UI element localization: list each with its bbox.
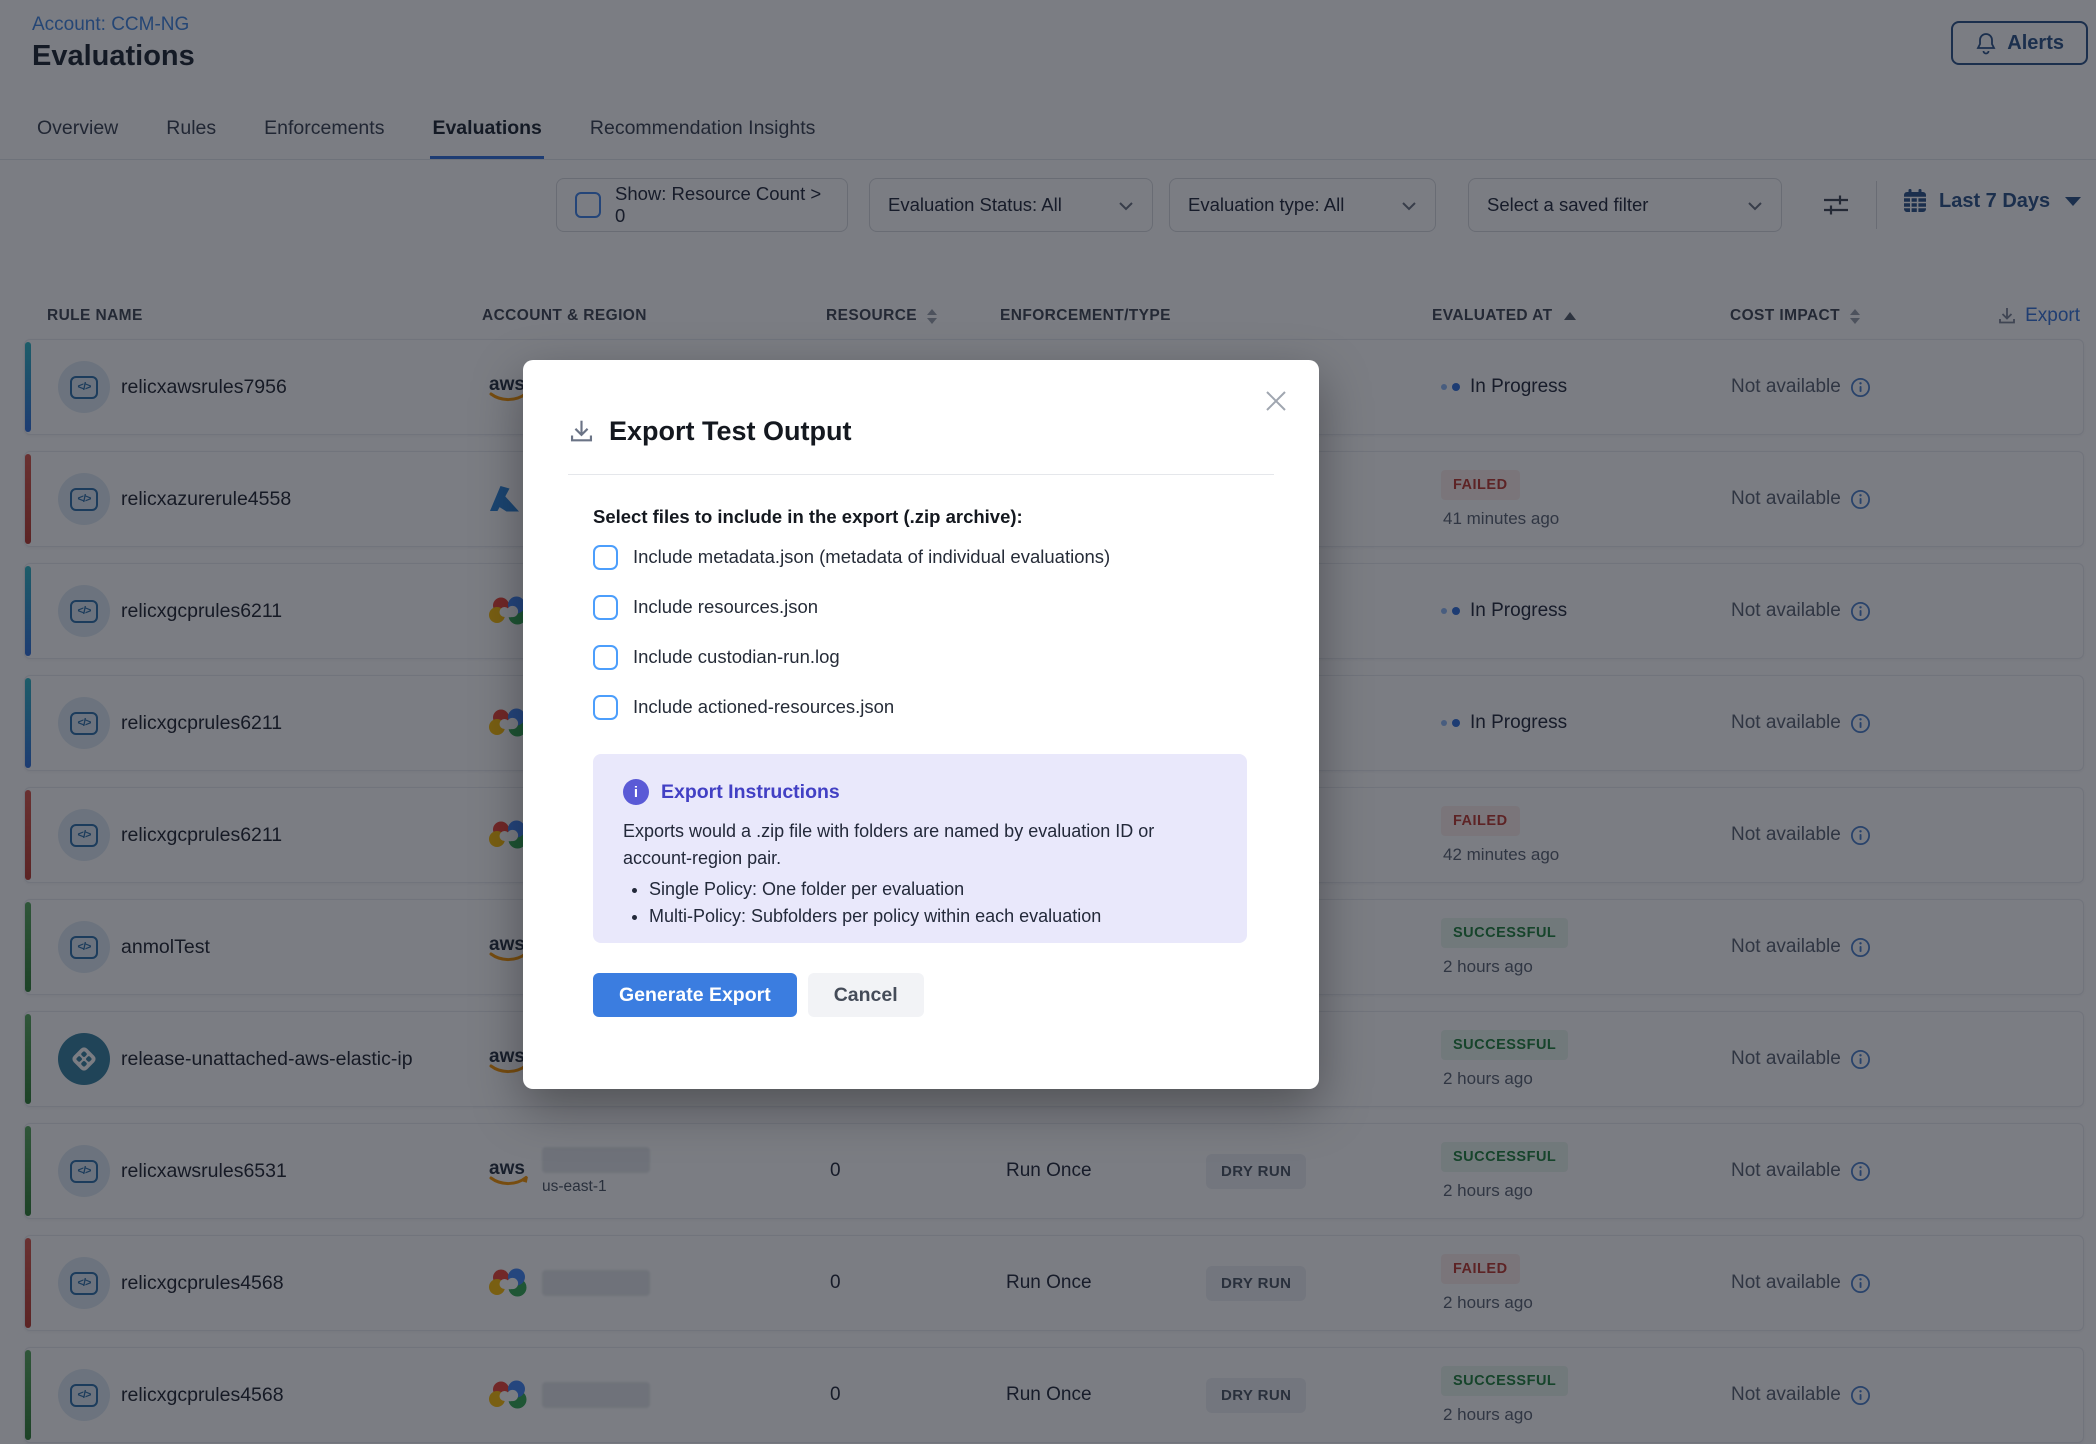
file-select-label: Select files to include in the export (.… (593, 506, 1023, 527)
modal-actions: Generate Export Cancel (593, 973, 924, 1017)
info-icon: i (623, 779, 649, 805)
close-icon[interactable] (1263, 388, 1289, 414)
checkbox-resources-json[interactable]: Include resources.json (593, 593, 818, 621)
export-instructions-bullets: Single Policy: One folder per evaluation… (623, 876, 1217, 930)
bullet-single-policy: Single Policy: One folder per evaluation (649, 876, 1217, 903)
generate-export-button[interactable]: Generate Export (593, 973, 797, 1017)
checkbox-box[interactable] (593, 594, 618, 620)
bullet-multi-policy: Multi-Policy: Subfolders per policy with… (649, 903, 1217, 930)
checkbox-box[interactable] (593, 544, 618, 570)
divider (568, 474, 1274, 475)
checkbox-box[interactable] (593, 694, 618, 720)
download-icon (568, 418, 595, 445)
checkbox-label: Include actioned-resources.json (633, 696, 895, 717)
checkbox-metadata-json[interactable]: Include metadata.json (metadata of indiv… (593, 543, 1110, 571)
checkbox-label: Include custodian-run.log (633, 646, 840, 667)
checkbox-box[interactable] (593, 644, 618, 670)
checkbox-label: Include metadata.json (metadata of indiv… (633, 546, 1111, 567)
modal-title-row: Export Test Output (568, 416, 852, 447)
export-instructions-panel: i Export Instructions Exports would a .z… (593, 754, 1247, 943)
export-instructions-body: Exports would a .zip file with folders a… (623, 821, 1155, 868)
checkbox-custodian-run-log[interactable]: Include custodian-run.log (593, 643, 840, 671)
cancel-button[interactable]: Cancel (807, 973, 924, 1017)
export-test-output-modal: Export Test Output Select files to inclu… (523, 360, 1319, 1089)
modal-title: Export Test Output (609, 416, 852, 446)
checkbox-label: Include resources.json (633, 596, 819, 617)
checkbox-actioned-resources-json[interactable]: Include actioned-resources.json (593, 693, 894, 721)
export-instructions-title: Export Instructions (661, 780, 840, 803)
